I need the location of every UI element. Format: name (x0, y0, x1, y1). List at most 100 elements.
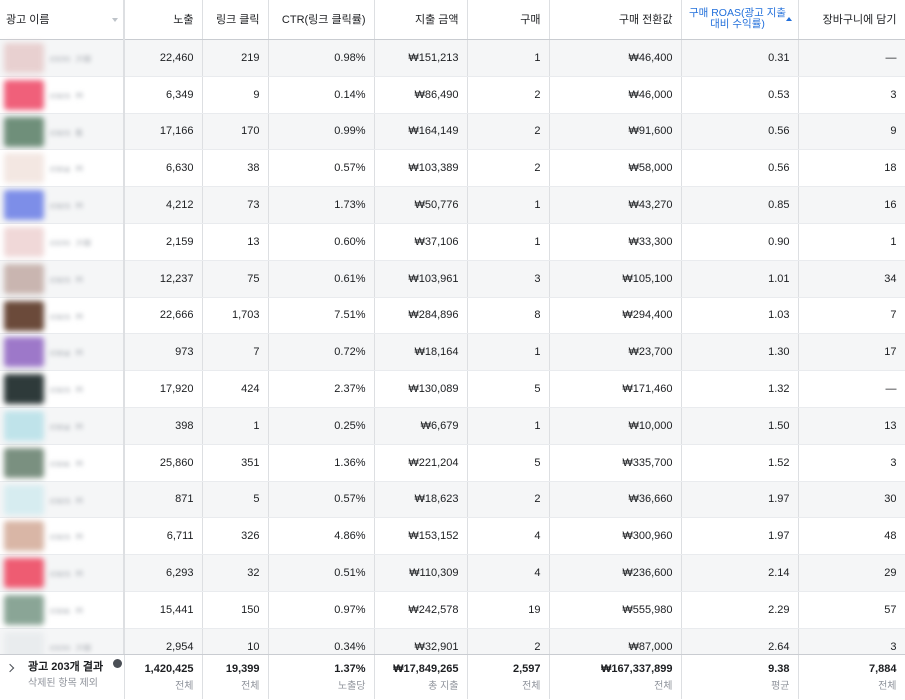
ad-name[interactable]: 0320_기획.. (50, 54, 97, 62)
ad-name-cell[interactable]: 0304_전.. (0, 333, 125, 372)
purchases-cell: 4 (467, 554, 550, 592)
total-purchase-value: ₩167,337,899 전체 (549, 655, 682, 699)
ad-name[interactable]: 0304_전.. (50, 422, 89, 430)
ctr-cell: 0.98% (268, 39, 375, 77)
impressions-cell: 17,166 (124, 113, 203, 151)
spend-cell: ₩6,679 (374, 407, 468, 445)
purchase-value-cell: ₩36,660 (549, 481, 682, 519)
table-row[interactable]: 0304_전.. 973 7 0.72% ₩18,164 1 ₩23,700 1.30 17 (0, 333, 905, 372)
add-to-cart-cell: — (798, 370, 905, 408)
ad-name-cell[interactable]: 0303_전.. (0, 481, 125, 519)
link-clicks-cell: 73 (202, 186, 269, 224)
ad-name[interactable]: 0303_전.. (50, 386, 89, 394)
ad-name-cell[interactable]: 0320_기획.. (0, 223, 125, 261)
ad-name[interactable]: 0303_특.. (50, 128, 89, 136)
ad-name-cell[interactable]: 0303_전.. (0, 297, 125, 335)
table-row[interactable]: 0306_전.. 25,860 351 1.36% ₩221,204 5 ₩335,700 1… (0, 444, 905, 482)
column-header-ctr[interactable]: CTR(링크 클릭률) (268, 0, 375, 40)
ad-name-cell[interactable]: 0306_전.. (0, 591, 125, 629)
spend-cell: ₩86,490 (374, 76, 468, 114)
purchase-value-cell: ₩33,300 (549, 223, 682, 261)
ctr-cell: 1.73% (268, 186, 375, 224)
roas-cell: 0.53 (681, 76, 799, 114)
roas-cell: 0.85 (681, 186, 799, 224)
column-header-ad-name[interactable]: 광고 이름 (0, 0, 125, 40)
ad-thumbnail (4, 558, 44, 589)
frozen-column-divider (123, 0, 125, 654)
spend-cell: ₩18,164 (374, 333, 468, 372)
ad-name-cell[interactable]: 0320_기획.. (0, 39, 125, 77)
ad-name[interactable]: 0304_전.. (50, 165, 89, 173)
total-impressions: 1,420,425 전체 (124, 655, 203, 699)
ad-name[interactable]: 0303_전.. (50, 275, 89, 283)
table-row[interactable]: 0303_전.. 6,349 9 0.14% ₩86,490 2 ₩46,000 0.53 3 (0, 76, 905, 114)
ad-thumbnail (4, 337, 44, 368)
table-row[interactable]: 0303_전.. 17,920 424 2.37% ₩130,089 5 ₩171,460 1… (0, 370, 905, 408)
table-row[interactable]: 0303_전.. 6,293 32 0.51% ₩110,309 4 ₩236,600 2.1… (0, 554, 905, 592)
ad-name-cell[interactable]: 0303_전.. (0, 517, 125, 556)
table-row[interactable]: 0320_기획.. 22,460 219 0.98% ₩151,213 1 ₩46,400 0… (0, 39, 905, 77)
ad-name[interactable]: 0306_전.. (50, 459, 89, 467)
results-count: 광고 203개 결과 (28, 661, 104, 673)
ad-name[interactable]: 0320_기획.. (50, 643, 97, 651)
ad-name-cell[interactable]: 0303_전.. (0, 370, 125, 408)
impressions-cell: 22,460 (124, 39, 203, 77)
ad-name-cell[interactable]: 0303_전.. (0, 260, 125, 298)
ad-name[interactable]: 0306_전.. (50, 606, 89, 614)
ad-name-cell[interactable]: 0304_전.. (0, 149, 125, 188)
purchases-cell: 1 (467, 186, 550, 224)
add-to-cart-cell: 30 (798, 481, 905, 519)
chevron-right-icon[interactable] (5, 663, 15, 673)
ad-thumbnail (4, 410, 44, 441)
ad-name[interactable]: 0303_전.. (50, 91, 89, 99)
ad-name[interactable]: 0303_전.. (50, 533, 89, 541)
column-header-roas[interactable]: 구매 ROAS(광고 지출 대비 수익률) (681, 0, 799, 40)
column-header-purchase-value[interactable]: 구매 전환값 (549, 0, 682, 40)
roas-cell: 0.90 (681, 223, 799, 261)
purchases-cell: 1 (467, 223, 550, 261)
ad-name[interactable]: 0303_전.. (50, 496, 89, 504)
ad-name-cell[interactable]: 0304_전.. (0, 407, 125, 445)
ctr-cell: 0.25% (268, 407, 375, 445)
table-row[interactable]: 0306_전.. 15,441 150 0.97% ₩242,578 19 ₩555,980… (0, 591, 905, 629)
table-row[interactable]: 0303_전.. 871 5 0.57% ₩18,623 2 ₩36,660 1.97 30 (0, 481, 905, 519)
ad-thumbnail (4, 226, 44, 257)
ctr-cell: 2.37% (268, 370, 375, 408)
ctr-cell: 0.51% (268, 554, 375, 592)
purchases-cell: 3 (467, 260, 550, 298)
link-clicks-cell: 32 (202, 554, 269, 592)
ad-name[interactable]: 0304_전.. (50, 349, 89, 357)
impressions-cell: 17,920 (124, 370, 203, 408)
table-row[interactable]: 0303_전.. 12,237 75 0.61% ₩103,961 3 ₩105,100 1.… (0, 260, 905, 298)
ad-thumbnail (4, 594, 44, 625)
table-row[interactable]: 0304_전.. 6,630 38 0.57% ₩103,389 2 ₩58,000 0.56… (0, 149, 905, 188)
table-row[interactable]: 0304_전.. 398 1 0.25% ₩6,679 1 ₩10,000 1.50 13 (0, 407, 905, 445)
results-summary[interactable]: 광고 203개 결과 삭제된 항목 제외 (0, 655, 125, 699)
table-row[interactable]: 0320_기획.. 2,159 13 0.60% ₩37,106 1 ₩33,300 0.90… (0, 223, 905, 261)
table-row[interactable]: 0303_전.. 6,711 326 4.86% ₩153,152 4 ₩300,960 1.… (0, 517, 905, 556)
table-row[interactable]: 0303_특.. 17,166 170 0.99% ₩164,149 2 ₩91,600 0.… (0, 113, 905, 151)
column-header-purchases[interactable]: 구매 (467, 0, 550, 40)
ad-thumbnail (4, 116, 44, 147)
link-clicks-cell: 9 (202, 76, 269, 114)
ad-name-cell[interactable]: 0303_전.. (0, 76, 125, 114)
column-header-link-clicks[interactable]: 링크 클릭 (202, 0, 269, 40)
add-to-cart-cell: — (798, 39, 905, 77)
ad-name-cell[interactable]: 0306_전.. (0, 444, 125, 482)
column-header-add-to-cart[interactable]: 장바구니에 담기 (798, 0, 905, 40)
info-icon[interactable] (113, 659, 122, 668)
table-row[interactable]: 0303_전.. 4,212 73 1.73% ₩50,776 1 ₩43,270 0.85 1… (0, 186, 905, 224)
purchases-cell: 8 (467, 297, 550, 335)
ad-name[interactable]: 0303_전.. (50, 570, 89, 578)
roas-cell: 0.56 (681, 113, 799, 151)
ad-name[interactable]: 0303_전.. (50, 202, 89, 210)
table-row[interactable]: 0303_전.. 22,666 1,703 7.51% ₩284,896 8 ₩294,40… (0, 297, 905, 335)
ad-name-cell[interactable]: 0303_전.. (0, 554, 125, 592)
column-header-impressions[interactable]: 노출 (124, 0, 203, 40)
ad-name[interactable]: 0320_기획.. (50, 238, 97, 246)
ctr-cell: 4.86% (268, 517, 375, 556)
column-header-spend[interactable]: 지출 금액 (374, 0, 468, 40)
ad-name-cell[interactable]: 0303_특.. (0, 113, 125, 151)
ad-name[interactable]: 0303_전.. (50, 312, 89, 320)
ad-name-cell[interactable]: 0303_전.. (0, 186, 125, 224)
